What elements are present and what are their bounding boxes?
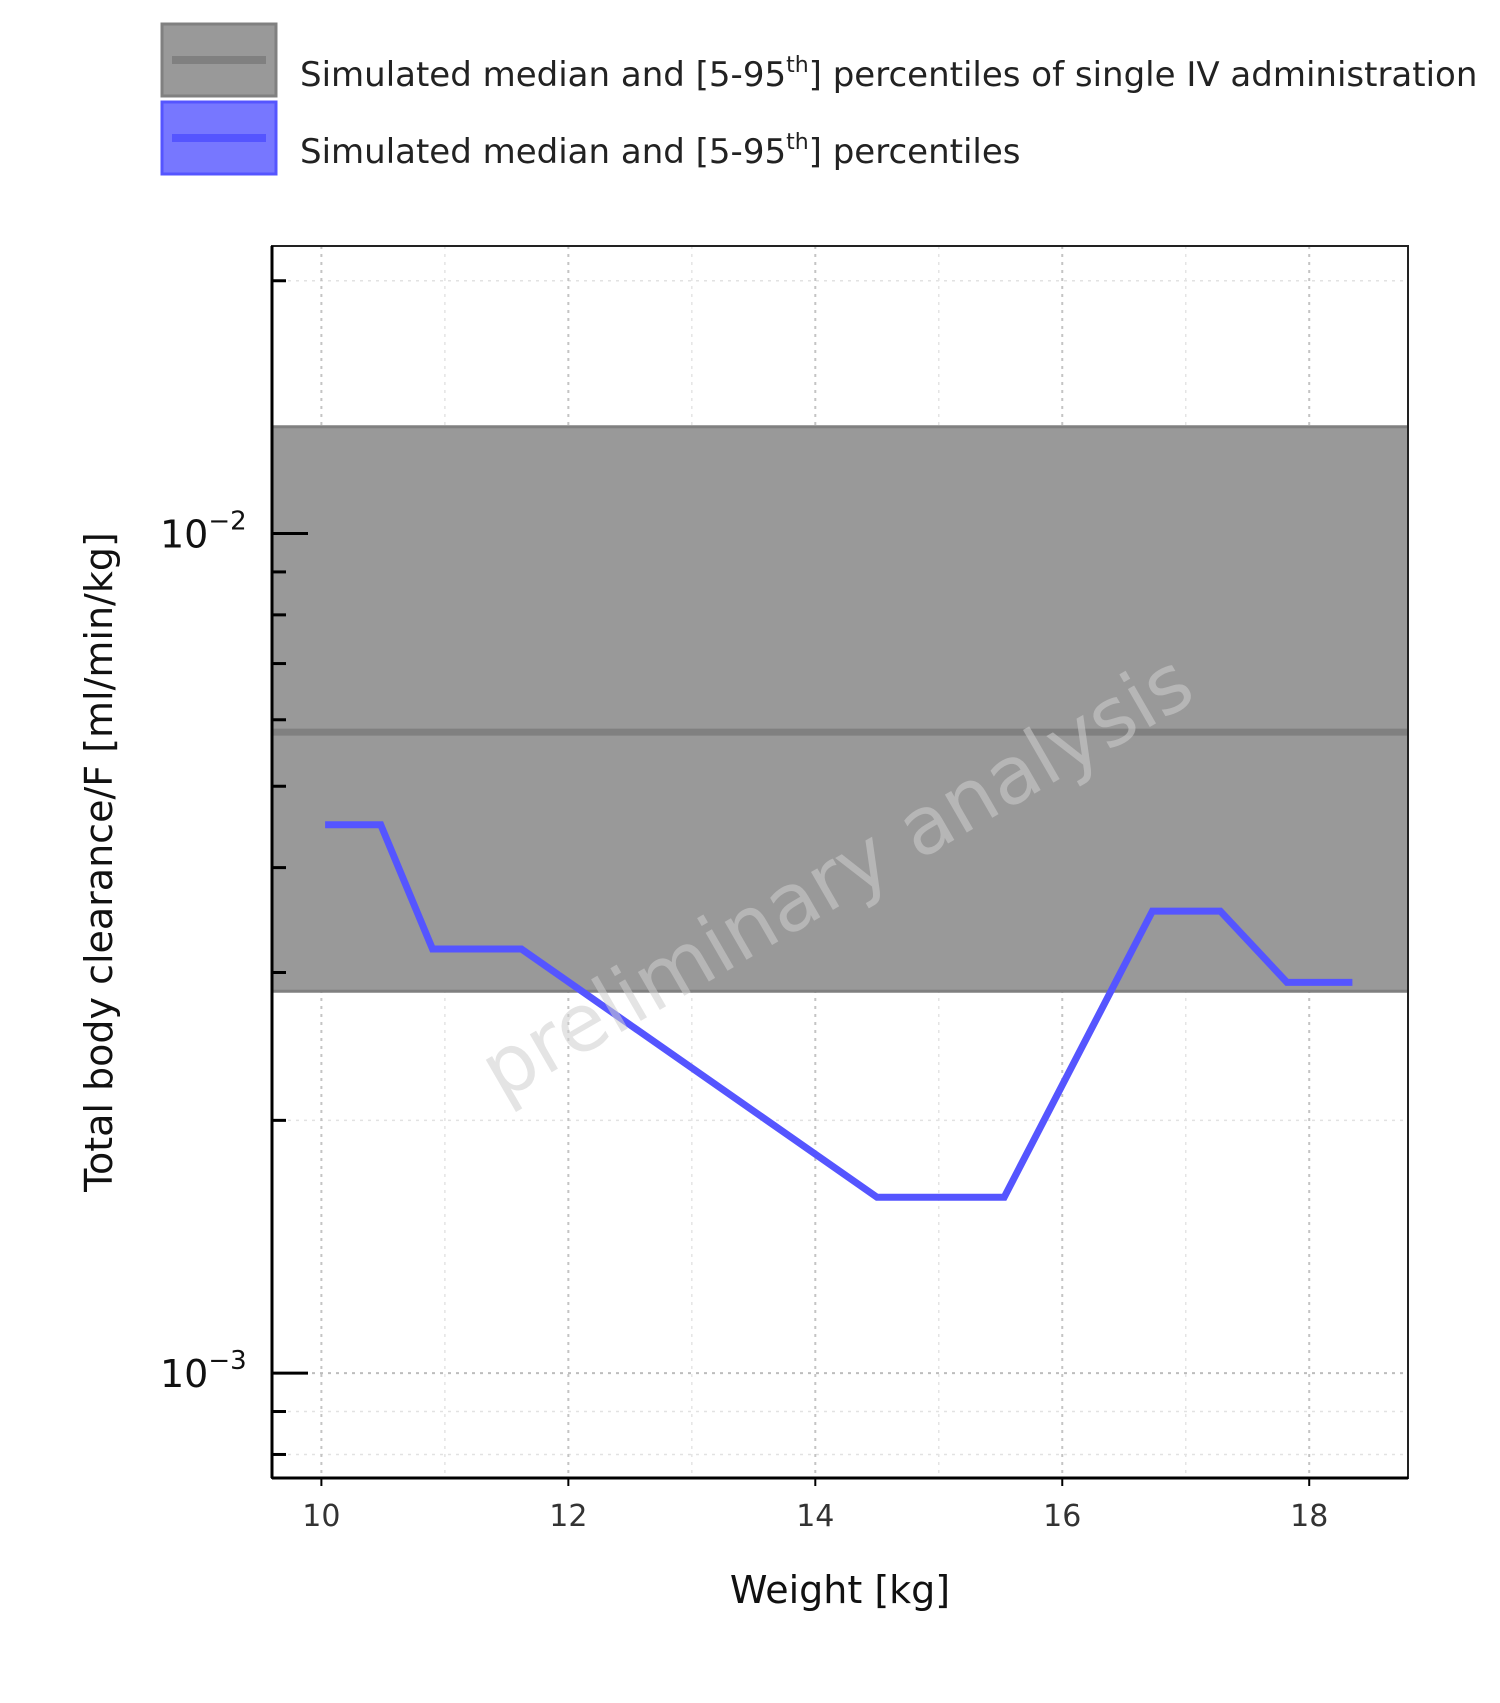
y-tick-label: 10−2 (160, 506, 247, 556)
legend-label-sim: Simulated median and [5-95th] percentile… (300, 130, 1020, 172)
simulated-median-line (325, 821, 1353, 1201)
x-axis-label: Weight [kg] (730, 1568, 950, 1612)
y-tick-label: 10−3 (160, 1346, 247, 1396)
y-ticks: 10−2 10−3 (160, 279, 308, 1456)
iv-band-layer (272, 425, 1408, 993)
y-axis-label: Total body clearance/F [ml/min/kg] (77, 532, 121, 1193)
iv-percentile-band (272, 426, 1408, 992)
legend-label-iv: Simulated median and [5-95th] percentile… (300, 53, 1477, 95)
x-tick-label: 14 (796, 1499, 834, 1534)
x-tick-label: 10 (302, 1499, 340, 1534)
legend-item-sim: Simulated median and [5-95th] percentile… (160, 100, 1020, 176)
x-tick-label: 16 (1043, 1499, 1081, 1534)
x-ticks: 10 12 14 16 18 (302, 1478, 1328, 1534)
legend-item-iv: Simulated median and [5-95th] percentile… (160, 22, 1477, 98)
x-tick-label: 18 (1290, 1499, 1328, 1534)
legend: Simulated median and [5-95th] percentile… (160, 22, 1477, 176)
series-line-layer (325, 821, 1353, 1201)
x-tick-label: 12 (549, 1499, 587, 1534)
